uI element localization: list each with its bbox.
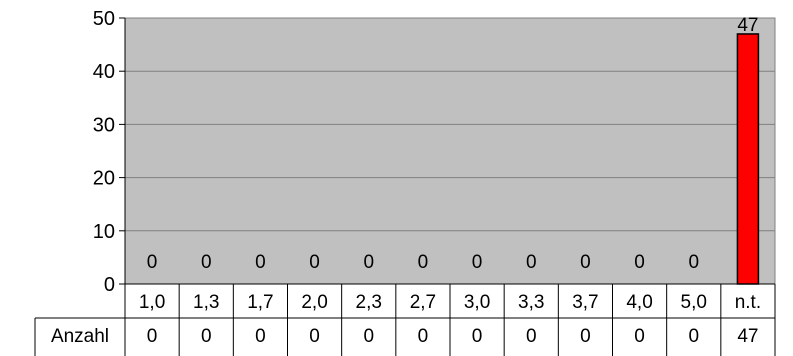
data-label: 0	[201, 252, 212, 273]
y-tick-label: 10	[93, 221, 115, 243]
data-label: 47	[737, 15, 758, 36]
x-tick-label: 3,7	[572, 292, 598, 313]
table-cell: 0	[472, 326, 483, 347]
table-cell: 0	[418, 326, 429, 347]
data-label: 0	[580, 252, 591, 273]
table-cell: 0	[147, 326, 158, 347]
data-label: 0	[309, 252, 320, 273]
data-label: 0	[472, 252, 483, 273]
gridlines	[125, 70, 775, 232]
table-cell: 0	[580, 326, 591, 347]
data-label: 0	[634, 252, 645, 273]
table-cell: 47	[737, 326, 758, 347]
table-cell: 0	[688, 326, 699, 347]
x-tick-label: 5,0	[681, 292, 707, 313]
y-tick-label: 0	[104, 274, 115, 296]
data-label: 0	[526, 252, 537, 273]
table-row-label: Anzahl	[51, 326, 109, 347]
y-tick-label: 20	[93, 168, 115, 190]
data-table: 1,0 0 1,3 0 1,7 0 2,0 0 2,3 0 2,7 0 3,0 0 3,3 0 3,7 0 4,0 0…	[34, 283, 776, 356]
x-tick-label: 2,3	[356, 292, 382, 313]
y-tick-label: 50	[93, 8, 115, 30]
plot-area	[124, 17, 776, 285]
data-label: 0	[255, 252, 266, 273]
x-tick-label: 1,3	[193, 292, 219, 313]
data-label: 0	[363, 252, 374, 273]
x-tick-label: 1,7	[247, 292, 273, 313]
bars	[736, 33, 760, 285]
x-tick-label: 3,3	[518, 292, 544, 313]
y-tick-label: 30	[93, 114, 115, 136]
table-cell: 0	[526, 326, 537, 347]
table-cell: 0	[363, 326, 374, 347]
x-tick-label: 2,0	[301, 292, 327, 313]
x-tick-label: 3,0	[464, 292, 490, 313]
y-axis: 0 10 20 30 40 50	[93, 8, 126, 296]
data-label: 0	[418, 252, 429, 273]
x-tick-label: 1,0	[139, 292, 165, 313]
bar	[736, 33, 760, 285]
table-cell: 0	[255, 326, 266, 347]
table-cell: 0	[309, 326, 320, 347]
x-tick-label: n.t.	[735, 292, 761, 313]
data-label: 0	[147, 252, 158, 273]
x-tick-label: 4,0	[626, 292, 652, 313]
data-label: 0	[688, 252, 699, 273]
y-tick-label: 40	[93, 61, 115, 83]
x-tick-label: 2,7	[410, 292, 436, 313]
table-cell: 0	[634, 326, 645, 347]
data-labels: 0 0 0 0 0 0 0 0 0 0 0 47	[147, 15, 759, 273]
table-cell: 0	[201, 326, 212, 347]
